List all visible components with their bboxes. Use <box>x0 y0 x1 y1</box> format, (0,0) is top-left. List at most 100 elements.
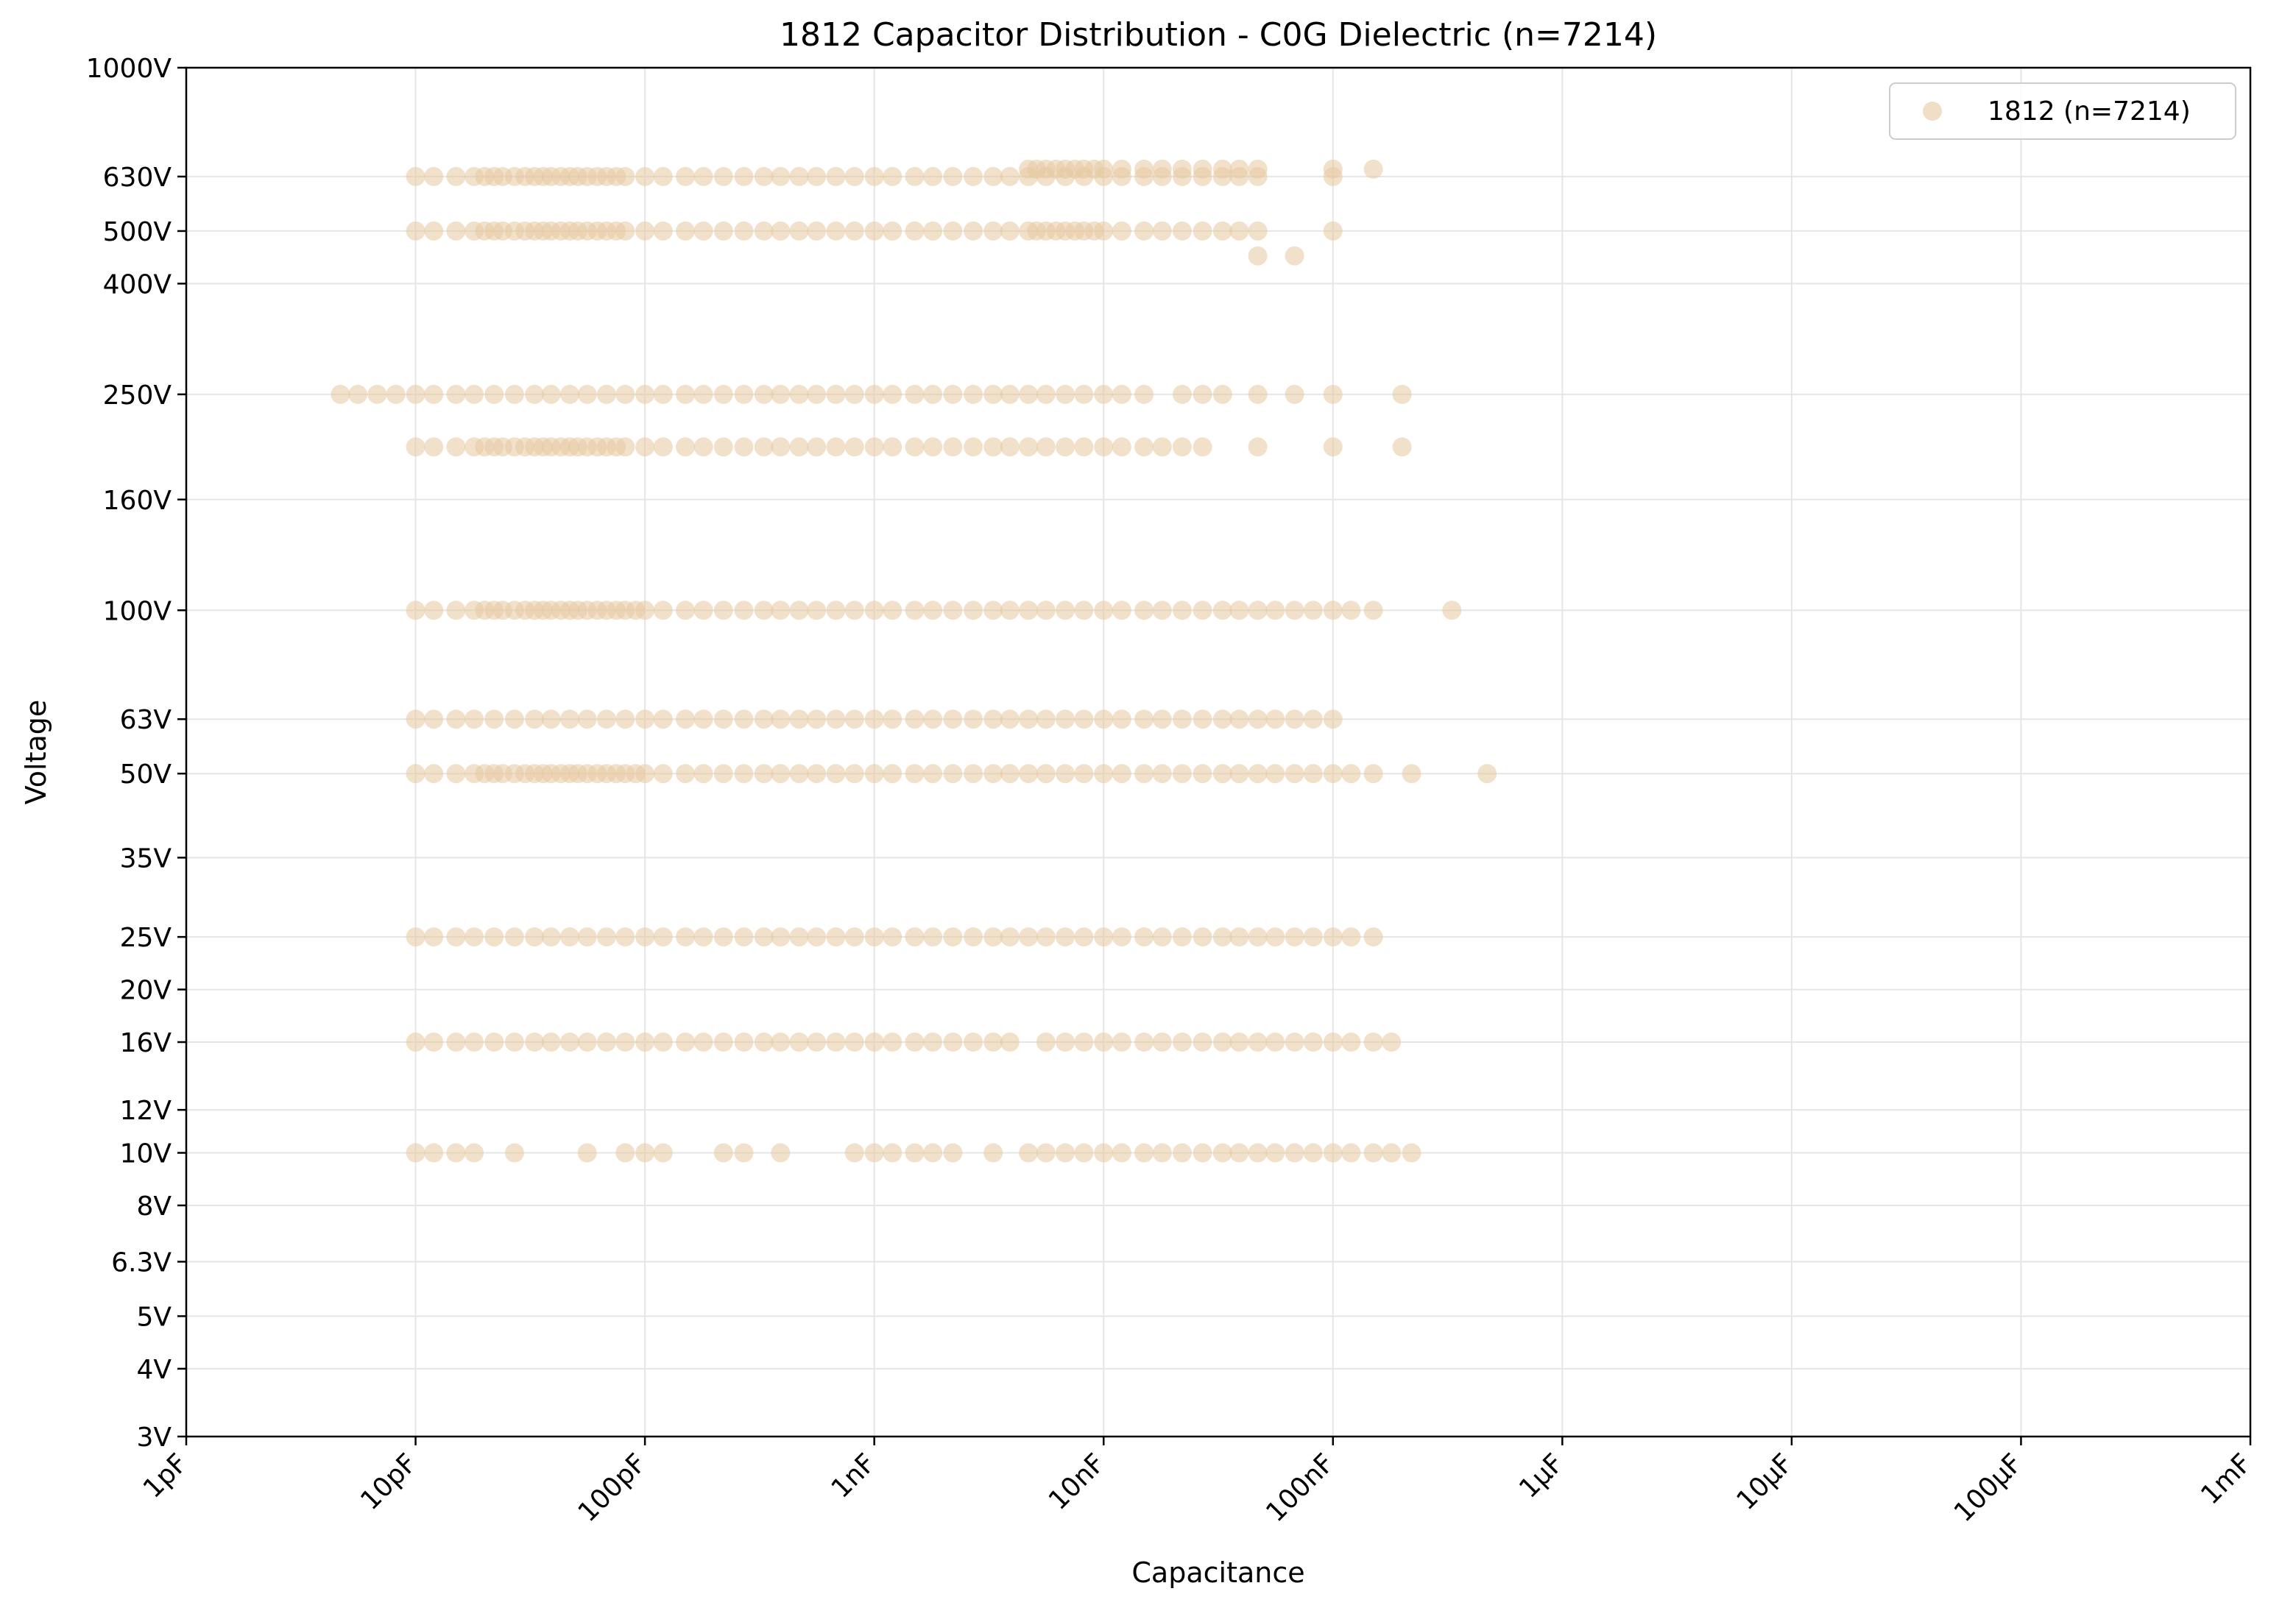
data-point <box>1212 601 1232 620</box>
data-point <box>484 927 504 947</box>
data-point <box>560 927 579 947</box>
data-point <box>734 221 754 241</box>
data-point <box>1303 764 1323 784</box>
data-point <box>1248 764 1268 784</box>
data-point <box>754 927 774 947</box>
y-tick-label: 160V <box>103 486 172 516</box>
data-point <box>1229 764 1249 784</box>
y-axis-ticks: 3V 4V 5V 6.3V 8V 10V 12V 16V 20V 25V 35V 50V 63V 100V… <box>86 54 186 1453</box>
data-point <box>771 221 791 241</box>
data-point <box>653 764 673 784</box>
data-point <box>577 1033 597 1052</box>
data-point <box>905 437 925 457</box>
data-point <box>525 1033 545 1052</box>
data-point <box>1074 1143 1094 1163</box>
data-point <box>615 384 635 404</box>
data-point <box>1056 1143 1075 1163</box>
data-point <box>653 1143 673 1163</box>
data-point <box>406 166 425 186</box>
data-point <box>1134 1033 1154 1052</box>
data-point <box>635 601 655 620</box>
data-point <box>1442 601 1462 620</box>
data-point <box>943 384 963 404</box>
data-point <box>1019 437 1039 457</box>
data-point <box>864 384 884 404</box>
data-point <box>693 221 713 241</box>
data-point <box>864 601 884 620</box>
data-point <box>676 601 695 620</box>
y-tick-label: 5V <box>136 1302 172 1332</box>
data-point <box>905 384 925 404</box>
data-point <box>983 1143 1003 1163</box>
data-point <box>1000 601 1020 620</box>
data-point <box>560 384 579 404</box>
data-point <box>577 927 597 947</box>
data-point <box>1285 1033 1304 1052</box>
data-point <box>734 1143 754 1163</box>
data-point <box>1152 927 1172 947</box>
data-point <box>1036 927 1056 947</box>
data-point <box>635 221 655 241</box>
data-point <box>864 437 884 457</box>
data-point <box>826 709 846 729</box>
data-point <box>789 437 809 457</box>
data-point <box>676 764 695 784</box>
data-point <box>1172 384 1192 404</box>
data-point <box>905 709 925 729</box>
y-tick-label: 35V <box>120 843 172 874</box>
data-point <box>1323 709 1343 729</box>
data-point <box>1112 384 1131 404</box>
data-point <box>864 221 884 241</box>
data-point <box>964 166 983 186</box>
data-point <box>406 1143 425 1163</box>
data-point <box>807 764 827 784</box>
data-point <box>1212 927 1232 947</box>
data-point <box>771 166 791 186</box>
data-point <box>1363 159 1383 179</box>
data-point <box>883 927 902 947</box>
data-point <box>615 166 635 186</box>
y-tick-label: 100V <box>103 596 172 626</box>
data-point <box>1112 1033 1131 1052</box>
data-point <box>807 709 827 729</box>
data-point <box>844 221 864 241</box>
data-point <box>826 437 846 457</box>
y-tick-label: 3V <box>136 1423 172 1453</box>
data-point <box>693 166 713 186</box>
data-point <box>1402 764 1421 784</box>
data-point <box>615 1143 635 1163</box>
data-point <box>693 764 713 784</box>
data-point <box>653 437 673 457</box>
data-point <box>424 1033 444 1052</box>
data-point <box>446 927 466 947</box>
data-point <box>983 927 1003 947</box>
data-point <box>615 437 635 457</box>
data-point <box>1152 437 1172 457</box>
y-tick-label: 12V <box>120 1096 172 1126</box>
data-point <box>1363 764 1383 784</box>
data-point <box>1392 437 1412 457</box>
data-point <box>807 221 827 241</box>
data-point <box>1112 159 1131 179</box>
data-point <box>1248 159 1268 179</box>
data-point <box>1341 601 1361 620</box>
y-tick-label: 63V <box>120 705 172 735</box>
data-point <box>826 601 846 620</box>
data-point <box>446 221 466 241</box>
data-point <box>465 1033 484 1052</box>
data-point <box>1056 384 1075 404</box>
legend-label-1812: 1812 (n=7214) <box>1988 96 2191 127</box>
data-point <box>754 384 774 404</box>
data-point <box>406 764 425 784</box>
data-point <box>1265 601 1285 620</box>
data-point <box>905 927 925 947</box>
data-point <box>1152 709 1172 729</box>
data-point <box>446 384 466 404</box>
data-point <box>807 1033 827 1052</box>
plot-area-frame <box>185 66 2252 1438</box>
data-point <box>1248 221 1268 241</box>
data-point <box>1112 764 1131 784</box>
data-point <box>635 927 655 947</box>
data-point <box>1323 159 1343 179</box>
